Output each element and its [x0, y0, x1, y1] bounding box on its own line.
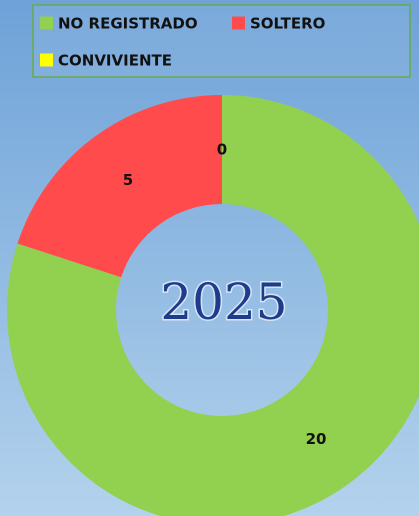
legend-swatch	[40, 53, 53, 67]
slice	[17, 95, 223, 278]
legend-swatch	[40, 16, 53, 30]
legend-label: NO REGISTRADO	[58, 15, 198, 33]
legend-label: SOLTERO	[250, 15, 325, 33]
slice	[7, 95, 419, 516]
data-label: 5	[123, 171, 133, 189]
legend-swatch	[232, 16, 245, 30]
slices	[7, 95, 419, 516]
center-label: 2025	[160, 273, 287, 331]
legend-label: CONVIVIENTE	[58, 52, 172, 70]
data-label: 0	[217, 141, 227, 159]
legend-box	[32, 4, 411, 78]
data-label: 20	[306, 430, 327, 448]
